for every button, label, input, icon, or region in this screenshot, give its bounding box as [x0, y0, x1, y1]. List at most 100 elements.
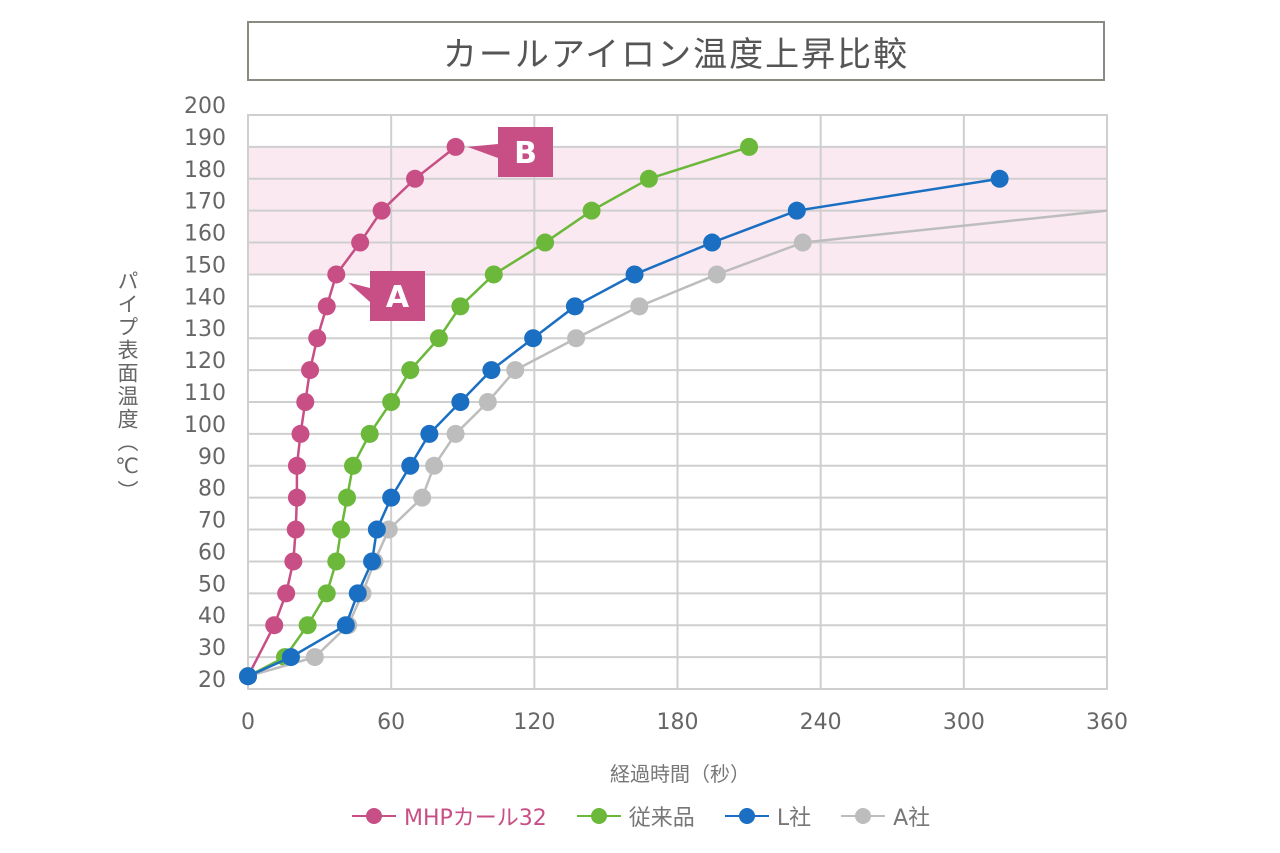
legend-item-mhp: MHPカール32 — [350, 800, 547, 832]
data-point — [536, 233, 555, 252]
data-point — [451, 393, 470, 411]
x-axis-label: 経過時間（秒） — [610, 762, 750, 786]
y-tick-label: 90 — [198, 445, 226, 470]
data-point — [372, 201, 391, 220]
data-point — [703, 233, 722, 252]
data-point — [308, 329, 327, 348]
callout-box — [498, 127, 553, 177]
data-point — [301, 361, 320, 380]
legend-label: A社 — [893, 806, 931, 831]
data-point — [317, 297, 336, 316]
data-point — [567, 329, 586, 348]
data-point — [630, 297, 649, 316]
y-tick-label: 50 — [198, 572, 226, 597]
data-point — [284, 552, 303, 571]
y-tick-label: 130 — [184, 317, 226, 342]
series-3 — [239, 169, 1009, 686]
y-tick-label: 200 — [184, 94, 226, 119]
data-point — [239, 667, 257, 686]
series-1 — [239, 137, 759, 686]
data-point — [482, 361, 501, 380]
y-tick-label: 100 — [184, 413, 226, 438]
data-point — [343, 456, 362, 475]
y-tick-label: 190 — [184, 126, 226, 151]
legend-marker-icon — [352, 808, 396, 824]
data-point — [265, 616, 284, 635]
y-axis-label: パイプ表面温度（℃） — [115, 270, 139, 503]
x-tick-label: 180 — [657, 710, 699, 735]
x-tick-label: 60 — [377, 710, 405, 735]
legend-marker-icon — [841, 808, 886, 824]
data-point — [639, 169, 658, 188]
data-point — [382, 393, 401, 411]
data-point — [582, 201, 601, 220]
data-point — [793, 233, 812, 252]
callout-label-a: A — [386, 280, 410, 315]
y-tick-label: 160 — [184, 222, 226, 247]
data-point — [413, 488, 432, 507]
data-point — [298, 616, 317, 635]
y-tick-label: 180 — [184, 158, 226, 183]
x-tick-label: 300 — [943, 710, 985, 735]
legend-item-a-company: A社 — [839, 800, 930, 832]
data-point — [281, 648, 300, 667]
callout-label-b: B — [514, 136, 537, 171]
legend-label: L社 — [776, 806, 812, 831]
data-point — [287, 456, 306, 475]
data-point — [338, 488, 357, 507]
data-point — [360, 424, 379, 443]
x-tick-label: 120 — [513, 710, 555, 735]
chart-title: カールアイロン温度上昇比較 — [247, 21, 1105, 81]
y-tick-label: 170 — [184, 190, 226, 215]
series-0 — [239, 137, 465, 686]
y-tick-label: 70 — [198, 509, 226, 534]
data-point — [327, 552, 346, 571]
data-point — [420, 424, 439, 443]
data-point — [451, 297, 470, 316]
legend-item-conventional: 従来品 — [575, 800, 695, 832]
y-tick-label: 30 — [198, 636, 226, 661]
data-point — [277, 584, 296, 603]
data-point — [625, 265, 644, 284]
data-point — [707, 265, 726, 284]
data-point — [287, 488, 306, 507]
legend-item-l-company: L社 — [723, 800, 811, 832]
data-point — [305, 648, 324, 667]
data-point — [367, 520, 386, 539]
data-point — [401, 456, 420, 475]
legend: MHPカール32 従来品 L社 A社 — [350, 800, 930, 832]
y-tick-label: 60 — [198, 540, 226, 565]
data-point — [446, 137, 465, 156]
data-point — [506, 361, 525, 380]
y-tick-label: 40 — [198, 604, 226, 629]
y-tick-label: 110 — [184, 381, 226, 406]
data-point — [484, 265, 503, 284]
x-tick-label: 0 — [241, 710, 255, 735]
callout-box — [370, 271, 425, 321]
data-point — [565, 297, 584, 316]
data-point — [296, 393, 315, 411]
data-point — [291, 424, 310, 443]
data-point — [478, 393, 497, 411]
data-point — [327, 265, 346, 284]
data-point — [425, 456, 444, 475]
data-point — [363, 552, 382, 571]
data-point — [332, 520, 351, 539]
data-point — [429, 329, 448, 348]
y-tick-label: 140 — [184, 285, 226, 310]
data-point — [317, 584, 336, 603]
data-point — [787, 201, 806, 220]
data-point — [990, 169, 1009, 188]
data-point — [524, 329, 543, 348]
y-tick-label: 120 — [184, 349, 226, 374]
plot-frame — [247, 114, 1108, 690]
data-point — [382, 488, 401, 507]
data-point — [446, 424, 465, 443]
data-point — [351, 233, 370, 252]
y-tick-label: 80 — [198, 477, 226, 502]
callout-pointer — [467, 144, 498, 158]
data-point — [348, 584, 367, 603]
y-tick-label: 150 — [184, 253, 226, 278]
x-tick-label: 360 — [1086, 710, 1128, 735]
